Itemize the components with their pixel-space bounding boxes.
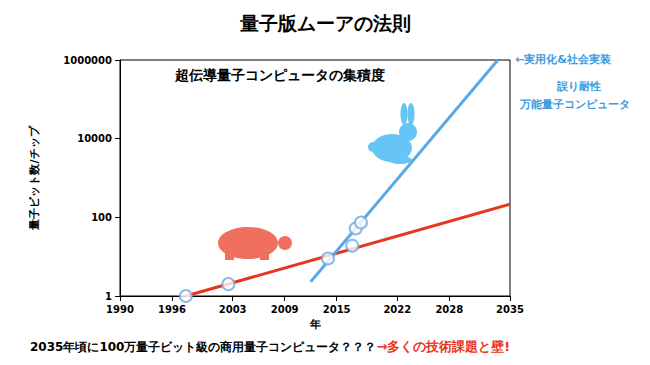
- svg-text:2015: 2015: [323, 304, 351, 315]
- svg-text:→多くの技術課題と壁!: →多くの技術課題と壁!: [376, 339, 510, 354]
- svg-text:誤り耐性: 誤り耐性: [556, 80, 601, 93]
- svg-text:2009: 2009: [271, 304, 299, 315]
- svg-text:1990: 1990: [106, 304, 134, 315]
- svg-text:10000: 10000: [77, 133, 112, 144]
- svg-text:2028: 2028: [435, 304, 463, 315]
- svg-text:1000000: 1000000: [63, 55, 112, 66]
- svg-text:量子ビット数/チップ: 量子ビット数/チップ: [28, 125, 41, 230]
- svg-text:年: 年: [309, 318, 321, 331]
- svg-text:1: 1: [105, 291, 112, 302]
- svg-text:100: 100: [91, 212, 112, 223]
- svg-text:2035: 2035: [496, 304, 524, 315]
- svg-text:2003: 2003: [219, 304, 247, 315]
- svg-text:2035年頃に100万量子ビット級の商用量子コンピュータ？？: 2035年頃に100万量子ビット級の商用量子コンピュータ？？？: [30, 340, 376, 354]
- svg-text:超伝導量子コンピュータの集積度: 超伝導量子コンピュータの集積度: [174, 67, 385, 83]
- svg-text:←実用化&社会実装: ←実用化&社会実装: [515, 53, 611, 66]
- svg-text:量子版ムーアの法則: 量子版ムーアの法則: [239, 12, 411, 34]
- svg-text:2022: 2022: [383, 304, 411, 315]
- svg-text:万能量子コンピュータ: 万能量子コンピュータ: [519, 98, 630, 111]
- svg-text:1996: 1996: [158, 304, 186, 315]
